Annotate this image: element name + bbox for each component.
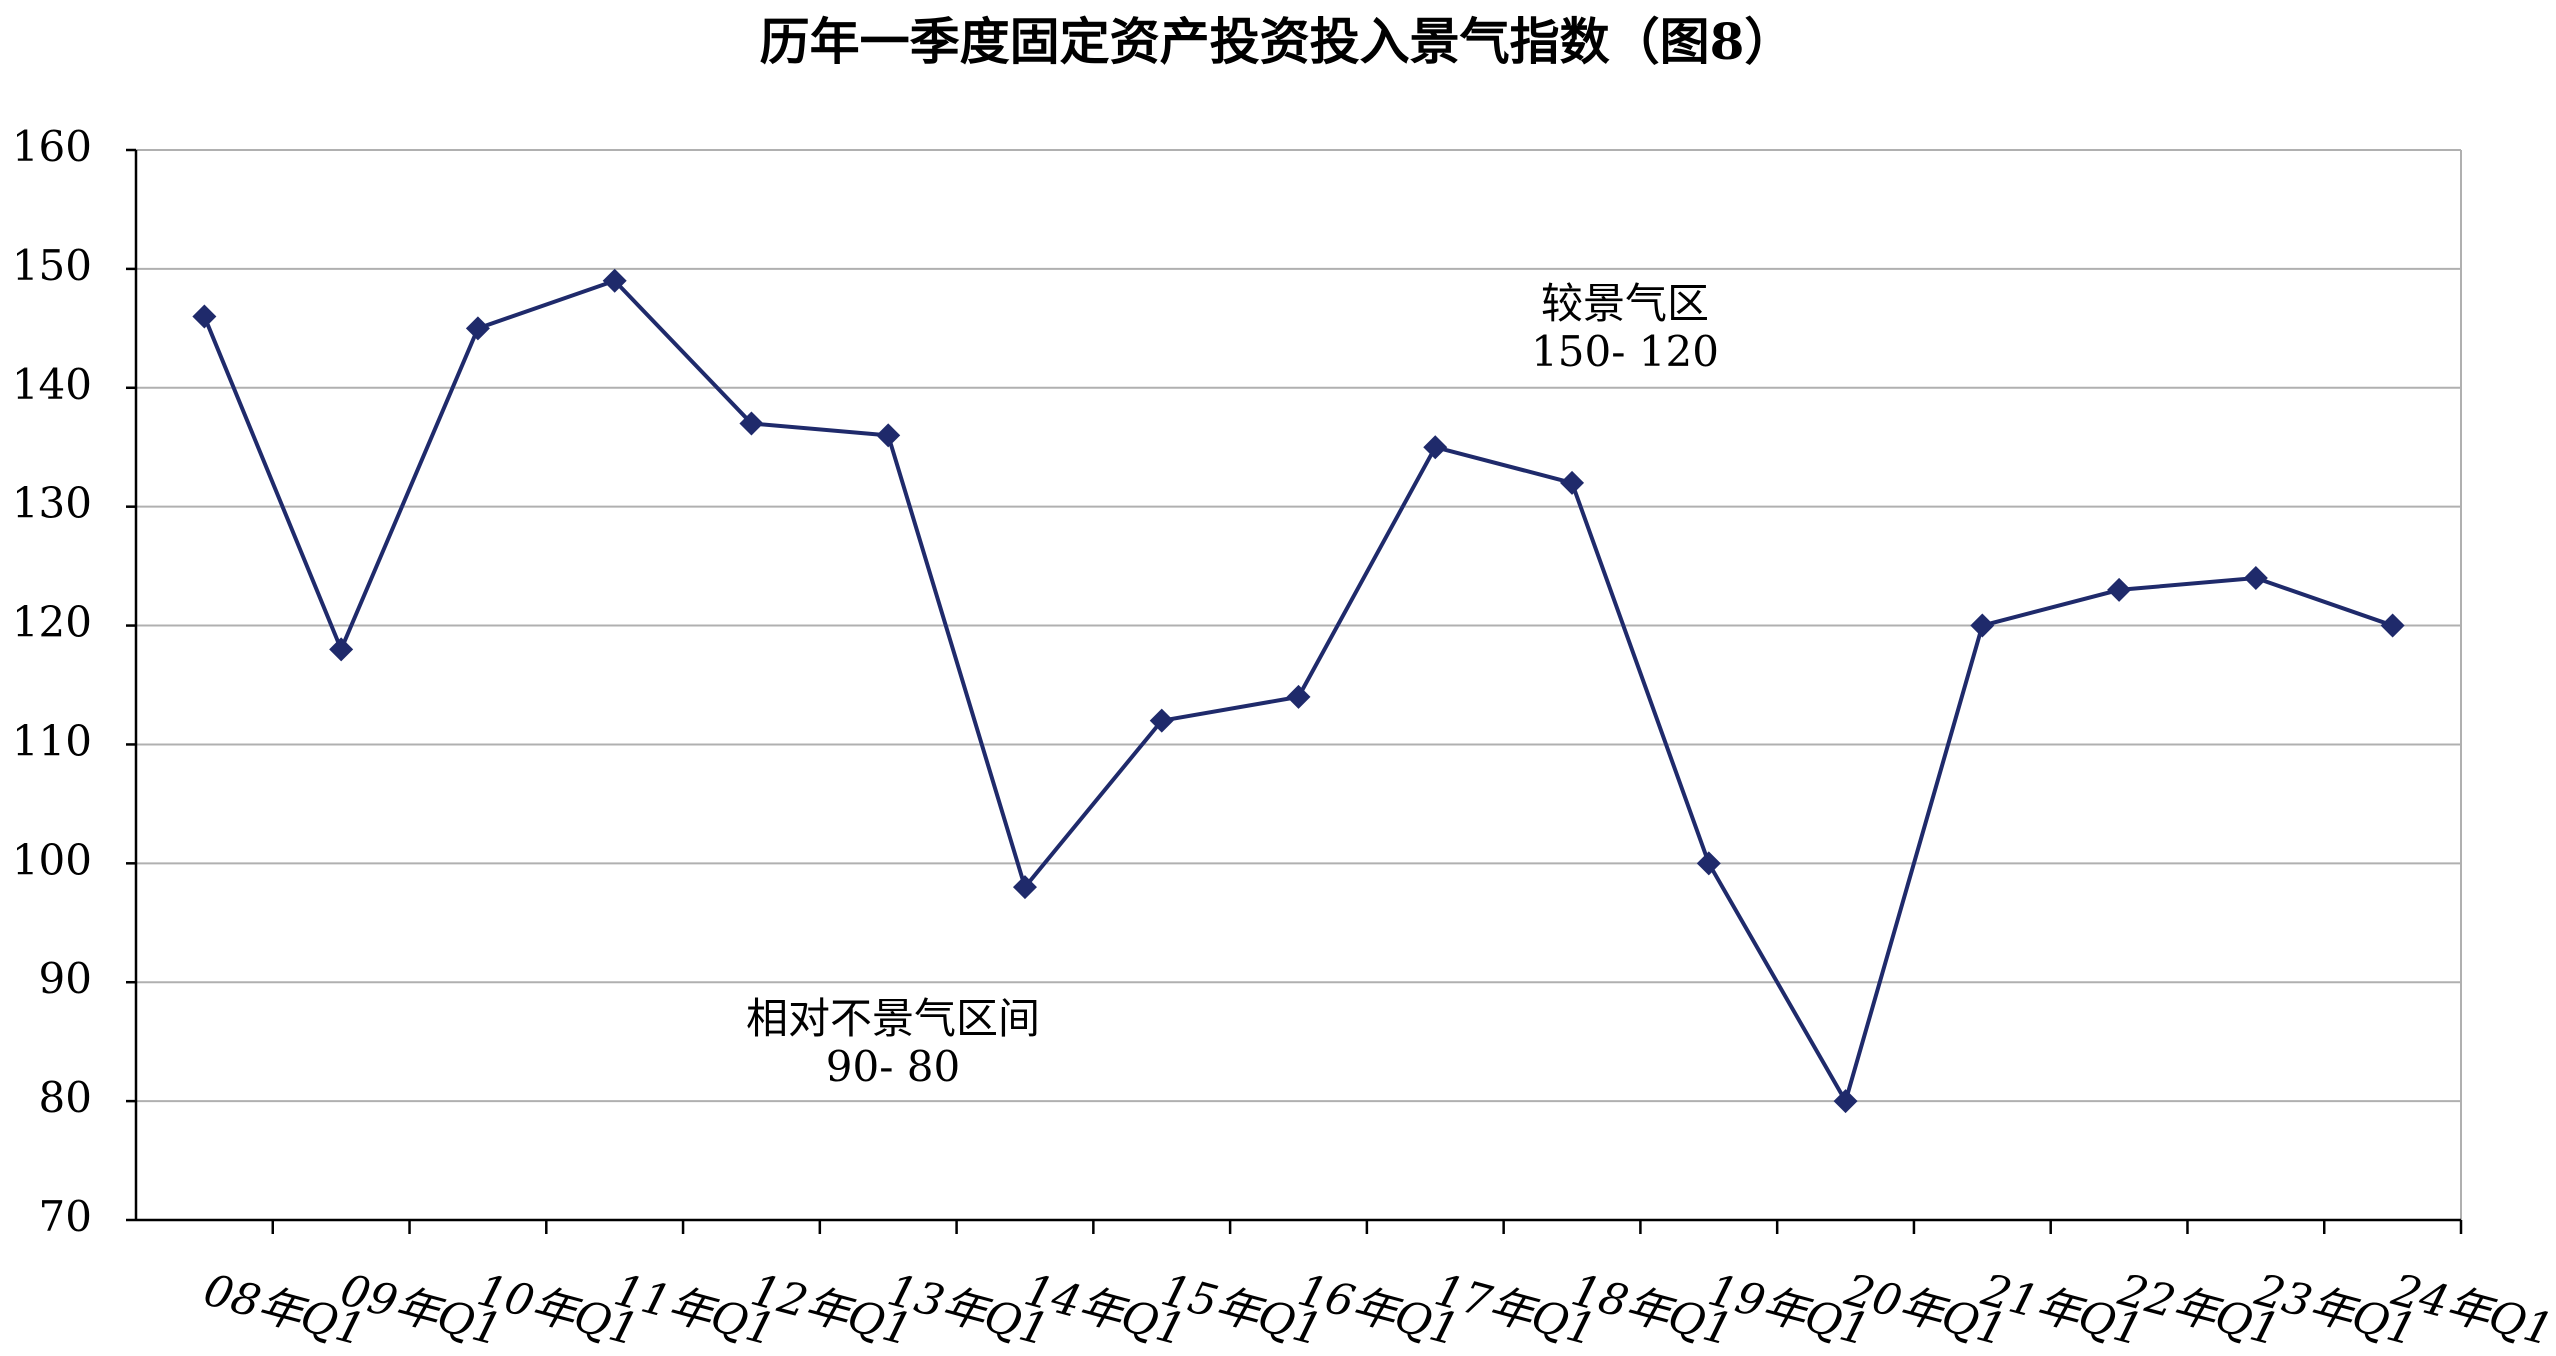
annotation: 较景气区 xyxy=(1541,279,1709,328)
data-marker xyxy=(1696,851,1721,876)
data-marker xyxy=(2107,577,2132,602)
data-marker xyxy=(1833,1089,1858,1114)
data-marker xyxy=(465,316,490,341)
y-tick-label: 150 xyxy=(12,241,92,290)
chart-title: 历年一季度固定资产投资投入景气指数（图8） xyxy=(760,12,1795,71)
annotation: 150- 120 xyxy=(1531,327,1719,376)
y-tick-label: 160 xyxy=(12,122,92,171)
data-marker xyxy=(2243,566,2268,590)
data-marker xyxy=(739,411,764,436)
data-marker xyxy=(602,268,627,293)
y-tick-label: 80 xyxy=(39,1073,92,1122)
data-marker xyxy=(329,637,354,662)
data-marker xyxy=(1423,435,1448,460)
y-tick-label: 90 xyxy=(39,954,92,1003)
data-marker xyxy=(1149,708,1174,733)
data-marker xyxy=(192,304,217,329)
data-marker xyxy=(2380,613,2405,638)
annotation: 相对不景气区间 xyxy=(746,994,1040,1043)
y-tick-label: 120 xyxy=(12,598,92,647)
data-marker xyxy=(1560,470,1585,495)
data-marker xyxy=(1286,684,1311,709)
y-tick-label: 100 xyxy=(12,835,92,884)
data-marker xyxy=(1012,875,1037,900)
y-tick-label: 130 xyxy=(12,479,92,528)
data-marker xyxy=(876,423,901,448)
y-tick-label: 110 xyxy=(12,716,92,765)
annotation: 90- 80 xyxy=(826,1042,960,1091)
data-marker xyxy=(1970,613,1995,638)
y-tick-label: 70 xyxy=(39,1192,92,1241)
y-tick-label: 140 xyxy=(12,360,92,409)
